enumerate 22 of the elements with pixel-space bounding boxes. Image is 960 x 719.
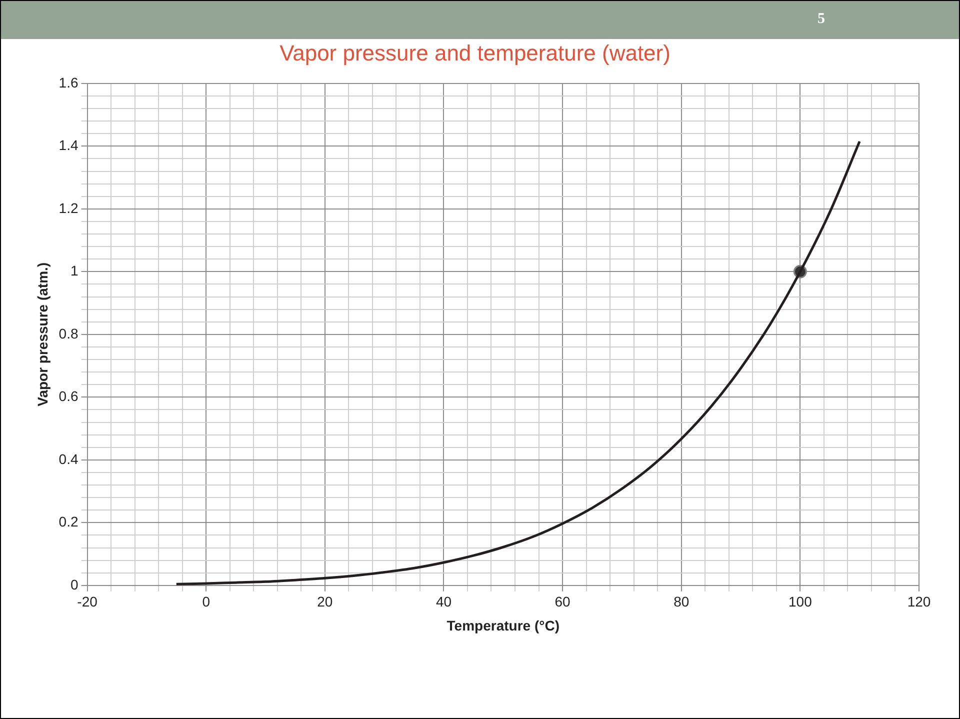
x-tick-label: 60 (554, 594, 571, 610)
y-tick-label: 1.4 (58, 137, 78, 154)
x-axis-title: Temperature (°C) (446, 617, 560, 634)
y-tick-label: 0.6 (58, 388, 78, 404)
x-tick-label: 120 (907, 594, 931, 610)
y-tick-label: 1.2 (58, 200, 78, 216)
x-tick-label: 20 (317, 594, 333, 610)
line-series (175, 140, 861, 586)
text: 5 (818, 11, 825, 28)
y-tick-label: 0 (70, 576, 78, 592)
x-tick-label: 100 (788, 594, 812, 610)
y-tick-label: 0.8 (58, 325, 78, 342)
x-tick-label: -20 (77, 594, 98, 610)
y-axis-title: Vapor pressure (atm.) (34, 262, 50, 406)
y-tick-label: 1.6 (58, 74, 78, 90)
y-tick-label: 1 (70, 262, 78, 279)
x-tick-label: 40 (436, 594, 452, 610)
x-tick-label: 80 (674, 594, 690, 610)
y-tick-label: 0.4 (58, 450, 78, 467)
x-tick-label: 0 (202, 594, 210, 610)
y-tick-label: 0.2 (58, 514, 78, 530)
chart-title: Vapor pressure and temperature (water) (280, 40, 670, 66)
